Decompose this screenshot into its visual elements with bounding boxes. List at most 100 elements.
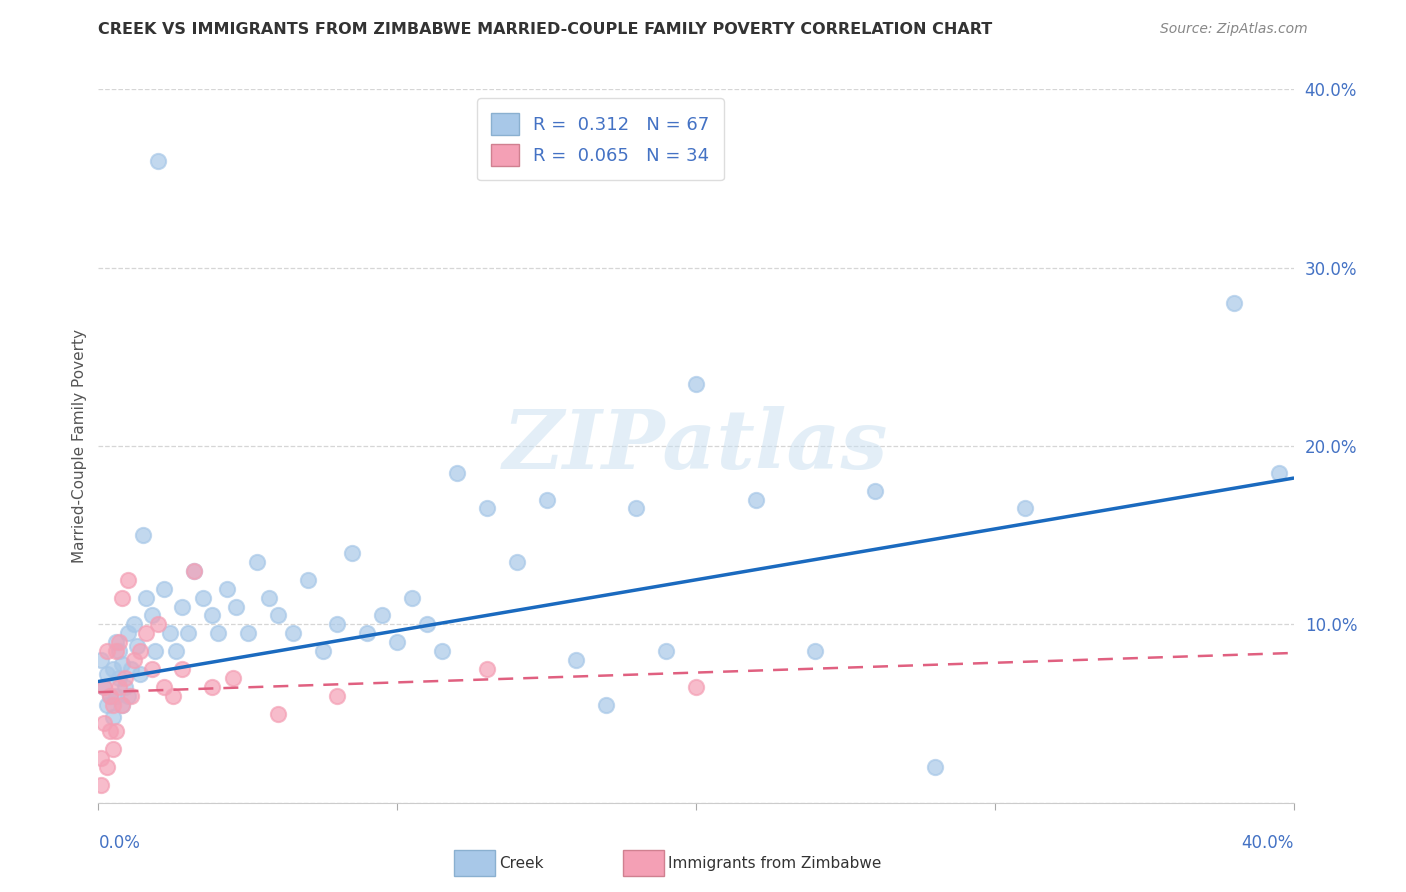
Point <box>267 608 290 623</box>
Point <box>124 653 146 667</box>
Point <box>98 689 122 703</box>
Point <box>371 608 394 623</box>
Point <box>135 626 157 640</box>
Point <box>93 680 115 694</box>
Point <box>1223 296 1246 310</box>
Point <box>108 644 131 658</box>
Text: Immigrants from Zimbabwe: Immigrants from Zimbabwe <box>668 856 882 871</box>
Point <box>135 591 157 605</box>
Point <box>804 644 827 658</box>
Point <box>401 591 423 605</box>
Point <box>93 680 115 694</box>
Point <box>225 599 247 614</box>
Point <box>475 501 498 516</box>
Point <box>222 671 245 685</box>
Point <box>129 667 152 681</box>
Point <box>103 662 125 676</box>
Point <box>117 573 139 587</box>
Point <box>165 644 187 658</box>
Point <box>141 608 163 623</box>
Legend: R =  0.312   N = 67, R =  0.065   N = 34: R = 0.312 N = 67, R = 0.065 N = 34 <box>477 98 724 180</box>
Point <box>655 644 678 658</box>
Text: CREEK VS IMMIGRANTS FROM ZIMBABWE MARRIED-COUPLE FAMILY POVERTY CORRELATION CHAR: CREEK VS IMMIGRANTS FROM ZIMBABWE MARRIE… <box>98 22 993 37</box>
Text: 40.0%: 40.0% <box>1241 834 1294 852</box>
Point <box>114 680 136 694</box>
Point <box>183 564 205 578</box>
Point <box>90 751 112 765</box>
Point <box>236 626 259 640</box>
Point <box>103 710 125 724</box>
Point <box>924 760 946 774</box>
Point <box>246 555 269 569</box>
Point <box>297 573 319 587</box>
Point <box>183 564 205 578</box>
Point <box>565 653 588 667</box>
Point <box>201 608 224 623</box>
Point <box>201 680 224 694</box>
Point <box>207 626 229 640</box>
Point <box>117 689 139 703</box>
Point <box>1267 466 1289 480</box>
Point <box>311 644 333 658</box>
Point <box>356 626 378 640</box>
Point <box>132 528 155 542</box>
Point <box>1014 501 1036 516</box>
Point <box>98 689 122 703</box>
Point <box>326 617 349 632</box>
Point <box>111 698 134 712</box>
Point <box>96 760 118 774</box>
Point <box>127 639 149 653</box>
Point <box>117 626 139 640</box>
Y-axis label: Married-Couple Family Poverty: Married-Couple Family Poverty <box>72 329 87 563</box>
Point <box>98 724 122 739</box>
Point <box>446 466 468 480</box>
Point <box>595 698 617 712</box>
Point <box>111 657 134 671</box>
Point <box>536 492 558 507</box>
Point <box>141 662 163 676</box>
Point <box>108 680 131 694</box>
Point <box>685 376 707 391</box>
Point <box>105 644 128 658</box>
Point <box>153 582 176 596</box>
Point <box>153 680 176 694</box>
Point <box>108 635 131 649</box>
Point <box>685 680 707 694</box>
Point <box>416 617 439 632</box>
Point <box>281 626 304 640</box>
Point <box>111 591 134 605</box>
Text: 0.0%: 0.0% <box>98 834 141 852</box>
Point <box>148 617 170 632</box>
Point <box>96 667 118 681</box>
Point <box>114 671 136 685</box>
Point <box>105 724 128 739</box>
Point <box>105 635 128 649</box>
Point <box>172 599 194 614</box>
Point <box>120 689 142 703</box>
Point <box>162 689 184 703</box>
Point <box>103 742 125 756</box>
Point <box>159 626 181 640</box>
Text: Source: ZipAtlas.com: Source: ZipAtlas.com <box>1160 22 1308 37</box>
Point <box>90 778 112 792</box>
Point <box>430 644 453 658</box>
Point <box>148 153 170 168</box>
Point <box>506 555 529 569</box>
Point <box>124 617 146 632</box>
Point <box>172 662 194 676</box>
Point <box>96 698 118 712</box>
Point <box>385 635 409 649</box>
Point <box>93 715 115 730</box>
Point <box>745 492 768 507</box>
Point <box>215 582 238 596</box>
Point <box>267 706 290 721</box>
Point <box>143 644 166 658</box>
Text: Creek: Creek <box>499 856 544 871</box>
Text: ZIPatlas: ZIPatlas <box>503 406 889 486</box>
Point <box>103 698 125 712</box>
Point <box>177 626 200 640</box>
Point <box>342 546 364 560</box>
Point <box>475 662 498 676</box>
Point <box>191 591 214 605</box>
Point <box>257 591 280 605</box>
